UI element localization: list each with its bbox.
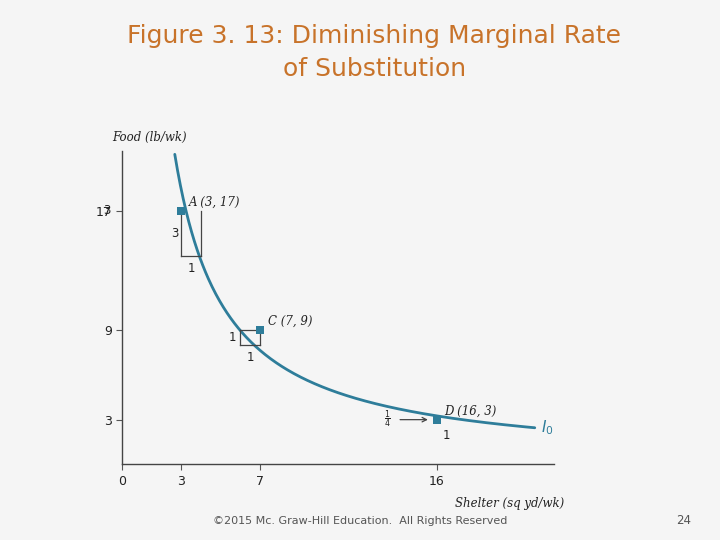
Text: A (3, 17): A (3, 17): [189, 195, 240, 208]
Text: Shelter (sq yd/wk): Shelter (sq yd/wk): [455, 497, 564, 510]
Text: 1: 1: [187, 261, 195, 274]
Text: C (7, 9): C (7, 9): [268, 315, 312, 328]
Text: ©2015 Mc. Graw-Hill Education.  All Rights Reserved: ©2015 Mc. Graw-Hill Education. All Right…: [213, 516, 507, 526]
Text: of Substitution: of Substitution: [283, 57, 466, 80]
Text: 1: 1: [229, 331, 236, 344]
Text: 3: 3: [171, 227, 179, 240]
Text: Figure 3. 13: Diminishing Marginal Rate: Figure 3. 13: Diminishing Marginal Rate: [127, 24, 621, 48]
Text: 24: 24: [676, 514, 691, 526]
Text: 1: 1: [246, 351, 253, 364]
Text: D (16, 3): D (16, 3): [444, 404, 497, 417]
Text: 1: 1: [443, 429, 450, 442]
Text: 3: 3: [103, 204, 111, 218]
Text: Food (lb/wk): Food (lb/wk): [112, 131, 187, 144]
Text: $I_0$: $I_0$: [541, 418, 553, 437]
Text: $\frac{1}{4}$: $\frac{1}{4}$: [384, 408, 391, 430]
